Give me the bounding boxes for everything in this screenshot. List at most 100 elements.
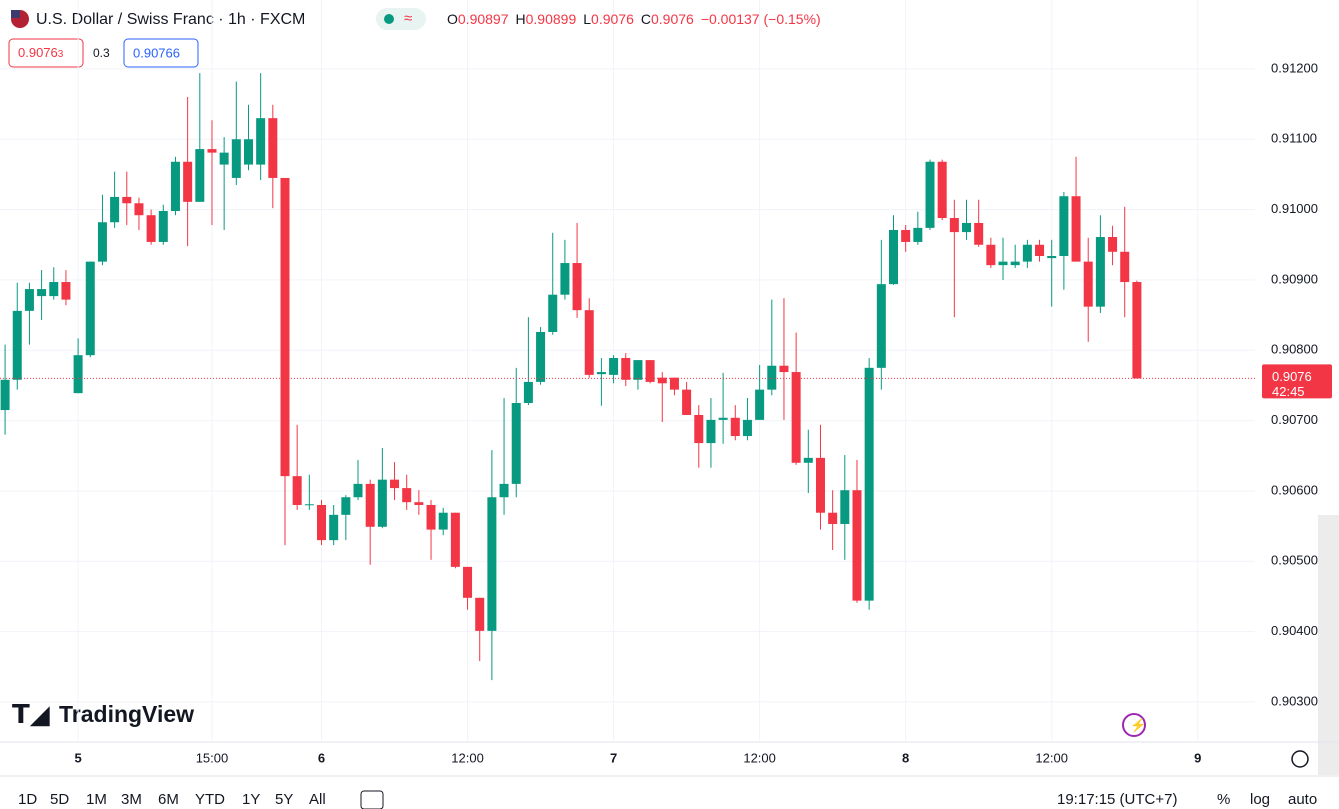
range-button[interactable]: 5D — [50, 791, 69, 808]
candles — [0, 73, 1142, 681]
logo-text: TradingView — [59, 701, 194, 727]
candle-body — [243, 139, 253, 165]
candle-body — [803, 457, 813, 463]
date-range-icon[interactable] — [360, 790, 384, 809]
range-button[interactable]: 1M — [86, 791, 107, 808]
candle-body — [110, 196, 120, 223]
candle-body — [779, 365, 789, 373]
candle-body — [974, 222, 984, 245]
last-price-tag — [1262, 364, 1332, 399]
candle-body — [523, 381, 533, 404]
candle-body — [1108, 237, 1118, 252]
candle-body — [499, 483, 509, 498]
candle-body — [1071, 196, 1081, 262]
y-tick-label: 0.90500 — [1271, 553, 1318, 568]
candle-body — [1047, 256, 1057, 259]
scale-option[interactable]: log — [1250, 791, 1270, 808]
scrollbar — [1318, 515, 1339, 775]
ohlc-value: 0.90897 — [458, 11, 509, 27]
ohlc-letter: O — [447, 11, 458, 27]
range-button[interactable]: 6M — [158, 791, 179, 808]
x-tick-label: 12:00 — [1035, 750, 1068, 765]
candle-body — [341, 497, 351, 515]
candle-body — [998, 261, 1008, 266]
symbol-title: U.S. Dollar / Swiss Franc · 1h · FXCM — [36, 11, 305, 28]
candle-body — [219, 152, 229, 165]
candle-body — [85, 261, 95, 356]
flag-icon-canton — [11, 10, 20, 18]
buy-button[interactable] — [123, 38, 199, 68]
y-tick-label: 0.91200 — [1271, 60, 1318, 75]
y-tick-label: 0.90600 — [1271, 482, 1318, 497]
scale-option[interactable]: % — [1217, 791, 1230, 808]
candle-body — [560, 263, 570, 295]
candle-body — [134, 203, 144, 216]
y-tick-label: 0.90900 — [1271, 271, 1318, 286]
candle-body — [170, 161, 180, 211]
range-button[interactable]: 3M — [121, 791, 142, 808]
candle-body — [24, 289, 34, 311]
range-button[interactable]: 5Y — [275, 791, 293, 808]
symbol-header: U.S. Dollar / Swiss Franc · 1h · FXCM ≈ — [11, 8, 426, 30]
candle-body — [828, 512, 838, 524]
candle-body — [0, 379, 10, 411]
candle-body — [949, 218, 959, 233]
alert-icon[interactable] — [1122, 713, 1146, 737]
scale-option[interactable]: auto — [1288, 791, 1317, 808]
candle-body — [791, 372, 801, 463]
candle-body — [183, 161, 193, 202]
candle-body — [694, 414, 704, 444]
candle-body — [377, 479, 387, 527]
clock: 19:17:15 (UTC+7) — [1057, 791, 1177, 808]
candle-body — [73, 355, 83, 394]
candle-body — [365, 483, 375, 527]
candle-body — [207, 149, 217, 153]
candle-body — [645, 360, 655, 382]
candle-body — [317, 504, 327, 541]
settings-icon[interactable] — [1291, 750, 1309, 768]
candle-body — [231, 139, 241, 178]
candle-body — [621, 357, 631, 380]
alert-icon-bolt: ⚡ — [1130, 717, 1146, 733]
candle-body — [195, 149, 205, 202]
candle-body — [1095, 237, 1105, 307]
candle-body — [426, 504, 436, 530]
candle-body — [268, 118, 278, 178]
candle-body — [937, 161, 947, 219]
ohlc-letter: L — [583, 11, 591, 27]
candle-body — [450, 512, 460, 567]
candle-body — [767, 365, 777, 390]
candle-body — [901, 229, 911, 242]
range-button[interactable]: YTD — [195, 791, 225, 808]
candle-body — [730, 417, 740, 437]
candle-body — [572, 263, 582, 311]
candle-body — [12, 310, 22, 380]
candle-body — [1083, 261, 1093, 307]
y-tick-label: 0.90700 — [1271, 412, 1318, 427]
range-button[interactable]: 1D — [18, 791, 37, 808]
ohlc-letter: H — [516, 11, 526, 27]
candle-body — [256, 118, 266, 165]
ohlc-letter: C — [641, 11, 651, 27]
candle-body — [609, 357, 619, 375]
candle-body — [122, 196, 132, 204]
status-badge — [376, 8, 426, 30]
y-tick-label: 0.90800 — [1271, 342, 1318, 357]
candle-body — [548, 294, 558, 332]
candle-body — [97, 222, 107, 262]
candle-body — [584, 310, 594, 375]
x-tick-label: 9 — [1194, 750, 1201, 765]
range-button[interactable]: 1Y — [242, 791, 260, 808]
candle-body — [475, 597, 485, 631]
candle-body — [1120, 251, 1130, 283]
range-button[interactable]: All — [309, 791, 326, 808]
x-tick-label: 6 — [318, 750, 325, 765]
y-tick-label: 0.90300 — [1271, 693, 1318, 708]
price-change: −0.00137 (−0.15%) — [701, 11, 821, 27]
candle-body — [61, 282, 71, 300]
x-tick-label: 5 — [74, 750, 81, 765]
x-tick-label: 15:00 — [196, 750, 229, 765]
candle-body — [158, 210, 168, 242]
sell-button[interactable] — [8, 38, 84, 68]
